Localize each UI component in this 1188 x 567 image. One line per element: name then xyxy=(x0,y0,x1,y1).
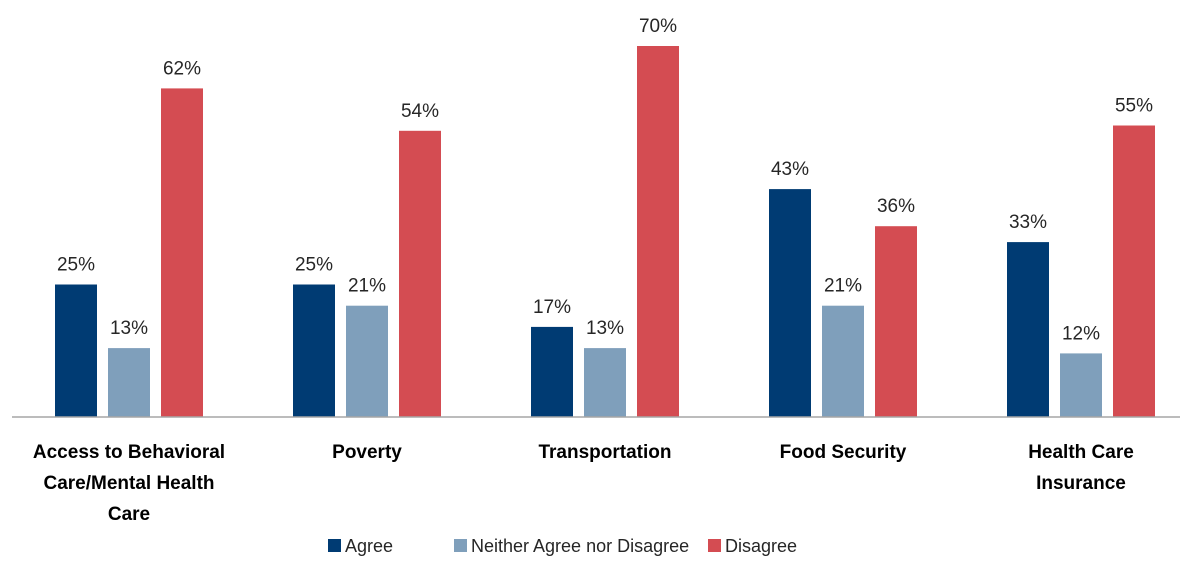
category-label-3: Transportation xyxy=(538,442,671,463)
data-label-neither-agree-nor-disagree-1: 13% xyxy=(110,318,148,339)
legend-swatch-disagree xyxy=(708,539,721,552)
legend-label-disagree: Disagree xyxy=(725,536,797,556)
legend-swatch-agree xyxy=(328,539,341,552)
data-label-agree-5: 33% xyxy=(1009,212,1047,233)
data-labels-layer: 25% 13% 62% 25% 21% 54% 17% 13% 70% 43% 21% 36% 33% 1… xyxy=(57,16,1153,344)
category-label-line: Transportation xyxy=(538,442,671,463)
legend-label-neither-agree-nor-disagree: Neither Agree nor Disagree xyxy=(471,536,689,556)
bar-disagree-5 xyxy=(1113,126,1155,418)
category-label-line: Insurance xyxy=(1036,473,1126,494)
bar-neither-agree-nor-disagree-5 xyxy=(1060,353,1102,417)
data-label-neither-agree-nor-disagree-2: 21% xyxy=(348,276,386,297)
category-label-5: Health Care Insurance xyxy=(1028,442,1134,494)
data-label-agree-1: 25% xyxy=(57,255,95,276)
bar-disagree-1 xyxy=(161,88,203,417)
data-label-disagree-2: 54% xyxy=(401,101,439,122)
legend-item-neither-agree-nor-disagree: Neither Agree nor Disagree xyxy=(454,536,689,556)
bar-agree-1 xyxy=(55,285,97,418)
bar-agree-2 xyxy=(293,285,335,418)
category-label-line: Care xyxy=(108,504,150,525)
category-label-line: Food Security xyxy=(780,442,907,463)
category-label-line: Health Care xyxy=(1028,442,1134,463)
bar-neither-agree-nor-disagree-4 xyxy=(822,306,864,417)
bar-disagree-2 xyxy=(399,131,441,417)
category-label-line: Poverty xyxy=(332,442,402,463)
data-label-disagree-5: 55% xyxy=(1115,96,1153,117)
bars-layer xyxy=(55,46,1155,417)
legend: Agree Neither Agree nor Disagree Disagree xyxy=(328,536,797,556)
data-label-disagree-4: 36% xyxy=(877,196,915,217)
bar-disagree-3 xyxy=(637,46,679,417)
bar-neither-agree-nor-disagree-2 xyxy=(346,306,388,417)
category-label-1: Access to Behavioral Care/Mental Health Ca… xyxy=(33,442,225,525)
bar-agree-5 xyxy=(1007,242,1049,417)
legend-swatch-neither-agree-nor-disagree xyxy=(454,539,467,552)
category-label-2: Poverty xyxy=(332,442,402,463)
category-label-line: Care/Mental Health xyxy=(43,473,214,494)
data-label-disagree-3: 70% xyxy=(639,16,677,37)
data-label-neither-agree-nor-disagree-5: 12% xyxy=(1062,323,1100,344)
data-label-disagree-1: 62% xyxy=(163,58,201,79)
data-label-neither-agree-nor-disagree-3: 13% xyxy=(586,318,624,339)
bar-neither-agree-nor-disagree-3 xyxy=(584,348,626,417)
bar-agree-4 xyxy=(769,189,811,417)
bar-disagree-4 xyxy=(875,226,917,417)
data-label-agree-4: 43% xyxy=(771,159,809,180)
bar-neither-agree-nor-disagree-1 xyxy=(108,348,150,417)
category-label-4: Food Security xyxy=(780,442,907,463)
data-label-agree-2: 25% xyxy=(295,255,333,276)
category-label-line: Access to Behavioral xyxy=(33,442,225,463)
legend-item-disagree: Disagree xyxy=(708,536,797,556)
legend-label-agree: Agree xyxy=(345,536,393,556)
legend-item-agree: Agree xyxy=(328,536,393,556)
category-labels-layer: Access to Behavioral Care/Mental Health Ca… xyxy=(33,442,1134,525)
data-label-agree-3: 17% xyxy=(533,297,571,318)
data-label-neither-agree-nor-disagree-4: 21% xyxy=(824,276,862,297)
bar-agree-3 xyxy=(531,327,573,417)
